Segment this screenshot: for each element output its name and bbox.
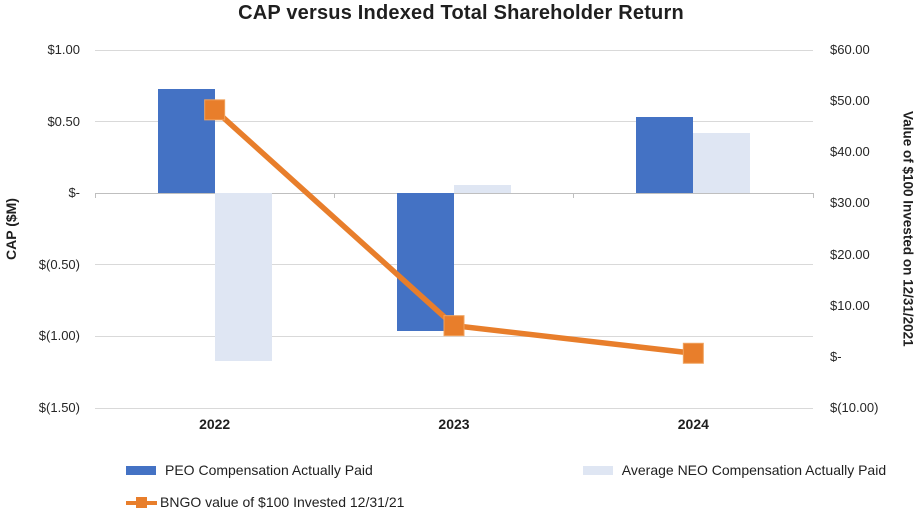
left-axis-tick-label: $(1.00) [38,328,80,344]
x-axis-label-2022: 2022 [199,416,231,432]
peo-bar-2023 [397,193,454,331]
bngo-legend-label: BNGO value of $100 Invested 12/31/21 [160,494,405,510]
legend-row-2: BNGO value of $100 Invested 12/31/21 [126,492,404,512]
peo-legend-label: PEO Compensation Actually Paid [165,462,373,478]
peo-bar-2024 [636,117,694,194]
left-axis-tick-label: $0.50 [47,113,80,129]
right-axis-tick-label: $40.00 [830,144,870,160]
peo-legend-swatch [126,465,156,475]
category-axis-tick [94,193,96,199]
right-axis-tick-label: $60.00 [830,42,870,57]
neo-bar-2023 [454,184,511,194]
legend-item-bngo: BNGO value of $100 Invested 12/31/21 [126,494,404,510]
bngo-legend-marker-icon [136,497,147,508]
right-axis-title: Value of $100 Invested on 12/31/2021 [900,111,916,347]
left-axis-tick-label: $(0.50) [38,256,80,272]
category-axis-tick [812,193,814,199]
gridline [95,335,813,337]
legend-item-neo: Average NEO Compensation Actually Paid [582,462,887,478]
x-axis-label-2024: 2024 [677,416,709,432]
right-axis-tick-label: $20.00 [830,246,870,262]
bngo-line [212,107,694,357]
gridline [95,49,813,51]
legend-item-peo: PEO Compensation Actually Paid [126,462,373,478]
right-axis-tick-label: $30.00 [830,195,870,211]
category-axis-tick [573,193,575,199]
neo-legend-label: Average NEO Compensation Actually Paid [621,462,887,478]
x-axis-label-2023: 2023 [438,416,470,432]
chart-title: CAP versus Indexed Total Shareholder Ret… [238,2,684,24]
peo-bar-2022 [157,88,215,194]
left-axis-title: CAP ($M) [3,198,19,260]
right-axis-tick-label: $(10.00) [830,400,879,415]
left-axis-tick-label: $(1.50) [38,400,80,415]
right-axis-tick-label: $50.00 [830,93,870,109]
left-axis-tick-label: $- [68,185,80,201]
left-axis-tick-label: $1.00 [47,42,80,57]
category-axis-tick [333,193,335,199]
plot-area [94,49,814,409]
gridline [95,264,813,266]
neo-legend-swatch [582,465,613,475]
legend-row-1: PEO Compensation Actually Paid Average N… [126,460,886,480]
gridline [95,407,813,409]
right-axis-tick-label: $- [830,348,842,364]
neo-bar-2022 [214,193,272,361]
neo-bar-2024 [693,133,751,194]
bngo-legend-swatch [126,496,157,508]
right-axis-tick-label: $10.00 [830,297,870,313]
bngo-marker-2024 [682,342,704,364]
